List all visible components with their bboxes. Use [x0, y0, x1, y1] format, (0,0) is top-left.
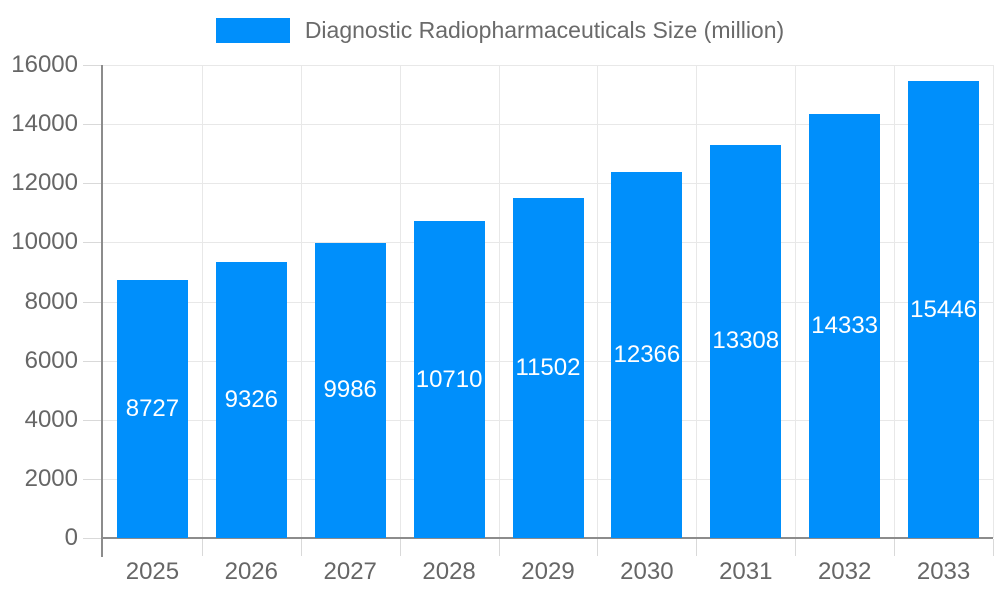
bar[interactable]: 10710 [413, 221, 485, 538]
x-axis-tick [498, 539, 500, 556]
bar-value-label: 15446 [910, 295, 977, 323]
bar[interactable]: 12366 [611, 172, 683, 538]
y-axis-tick [83, 478, 101, 480]
y-axis-tick [83, 124, 101, 126]
x-axis-tick [696, 539, 698, 556]
y-axis-tick [83, 242, 101, 244]
y-axis-tick [83, 301, 101, 303]
x-axis-tick [300, 539, 302, 556]
gridline-vertical [993, 65, 994, 538]
x-tick-label: 2032 [817, 558, 872, 585]
y-tick-label: 6000 [24, 346, 78, 374]
x-axis-tick [795, 539, 797, 556]
x-tick-label: 2025 [125, 558, 180, 585]
y-tick-label: 16000 [11, 51, 78, 78]
bar-value-label: 14333 [811, 312, 879, 340]
y-tick-label: 0 [64, 524, 78, 551]
bar[interactable]: 15446 [908, 81, 980, 538]
bar[interactable]: 11502 [512, 197, 584, 538]
bar-value-label: 13308 [712, 327, 780, 355]
legend-label: Diagnostic Radiopharmaceuticals Size (mi… [304, 17, 785, 43]
x-tick-label: 2029 [521, 558, 575, 585]
x-tick-label: 2030 [620, 558, 674, 585]
bar[interactable]: 9326 [215, 262, 287, 538]
bar-value-label: 8727 [125, 394, 180, 422]
x-axis-tick [597, 539, 599, 556]
x-axis-tick [201, 539, 203, 556]
x-axis-tick [993, 539, 994, 556]
bar-value-label: 12366 [613, 341, 681, 369]
bar-value-label: 9986 [323, 376, 377, 404]
y-tick-label: 10000 [11, 228, 78, 256]
y-axis-tick [83, 360, 101, 362]
gridline-horizontal [103, 65, 993, 66]
y-axis-tick [83, 419, 101, 421]
x-tick-label: 2028 [422, 558, 476, 585]
x-axis-tick [894, 539, 896, 556]
legend-swatch [215, 18, 290, 43]
x-tick-label: 2026 [224, 558, 278, 585]
y-axis-tick [83, 538, 101, 539]
y-tick-label: 4000 [24, 405, 78, 433]
x-axis-line [103, 537, 993, 539]
y-tick-label: 8000 [24, 287, 78, 315]
bar-value-label: 9326 [224, 386, 279, 414]
gridline-horizontal [103, 183, 993, 185]
bar-value-label: 10710 [415, 365, 483, 393]
bar-value-label: 11502 [515, 353, 581, 381]
bar[interactable]: 14333 [809, 114, 881, 538]
y-tick-label: 12000 [11, 169, 78, 197]
y-axis-tick [83, 65, 101, 66]
x-tick-label: 2027 [323, 558, 377, 585]
bar[interactable]: 9986 [314, 242, 386, 538]
y-axis-line [101, 65, 103, 557]
bar[interactable]: 13308 [710, 144, 782, 538]
x-tick-label: 2033 [916, 558, 971, 585]
chart-legend[interactable]: Diagnostic Radiopharmaceuticals Size (mi… [0, 17, 1000, 44]
y-tick-label: 2000 [24, 464, 78, 492]
y-axis-tick [83, 183, 101, 185]
bar[interactable]: 8727 [116, 280, 188, 538]
gridline-horizontal [103, 124, 993, 126]
x-tick-label: 2031 [719, 558, 773, 585]
x-axis-tick [399, 539, 401, 556]
y-tick-label: 14000 [11, 110, 78, 138]
